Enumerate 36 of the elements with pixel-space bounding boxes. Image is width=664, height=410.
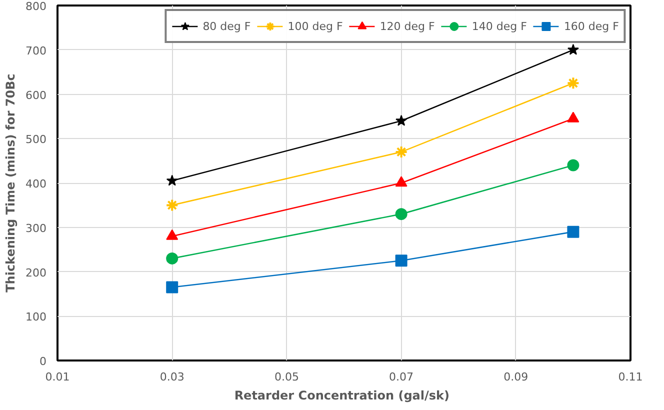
- x-tick-label: 0.01: [45, 370, 70, 384]
- legend-label: 140 deg F: [472, 20, 527, 32]
- point: [567, 112, 580, 122]
- point: [166, 252, 178, 264]
- point: [567, 226, 580, 238]
- legend-label: 80 deg F: [202, 20, 251, 32]
- legend-label: 160 deg F: [564, 20, 619, 32]
- point: [395, 176, 408, 187]
- point: [567, 44, 579, 55]
- y-tick-label: 500: [26, 133, 47, 146]
- y-tick-label: 600: [26, 88, 47, 102]
- x-tick-label: 0.05: [274, 370, 299, 384]
- y-axis-title: Thickening Time (mins) for 70Bc: [4, 74, 18, 292]
- point: [166, 198, 179, 212]
- y-tick-label: 300: [26, 222, 47, 235]
- point: [166, 281, 178, 294]
- x-tick-label: 0.09: [504, 370, 528, 384]
- point: [395, 254, 408, 267]
- y-tick-label: 700: [26, 44, 47, 58]
- point: [395, 208, 408, 220]
- y-tick-label: 100: [26, 310, 47, 324]
- x-axis-title: Retarder Concentration (gal/sk): [234, 388, 450, 402]
- x-tick-label: 0.07: [389, 370, 414, 384]
- y-tick-label: 0: [40, 355, 46, 368]
- point: [166, 174, 178, 186]
- point: [394, 145, 408, 158]
- x-tick-label: 0.11: [618, 370, 643, 384]
- point: [396, 114, 408, 126]
- y-tick-label: 400: [26, 178, 47, 190]
- legend-label: 100 deg F: [288, 20, 343, 32]
- point: [566, 76, 580, 90]
- y-tick-label: 800: [26, 0, 47, 13]
- x-tick-label: 0.03: [160, 370, 184, 384]
- y-tick-label: 200: [26, 266, 47, 280]
- legend-label: 120 deg F: [380, 20, 435, 32]
- point: [567, 159, 580, 172]
